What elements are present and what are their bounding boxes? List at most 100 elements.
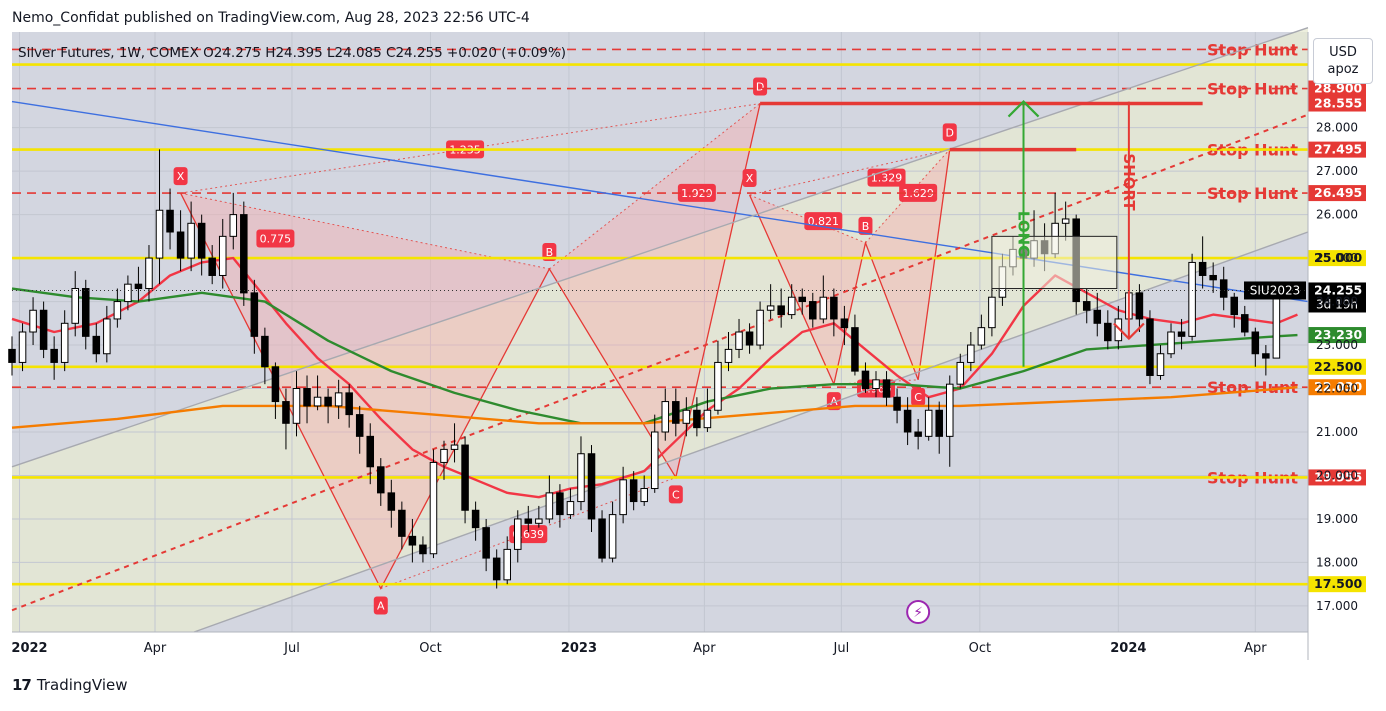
candle-body [155,209,164,259]
candle-body [1061,218,1070,224]
candle-body [482,527,490,559]
candle [682,397,691,437]
candle-body [1177,331,1186,337]
x-tick-label: Apr [1244,641,1267,656]
price-label-badge [1308,379,1366,396]
candle-body [208,257,216,276]
candle-body [766,305,775,311]
candle [503,536,511,585]
candle [598,510,606,563]
price-label-badge [1308,250,1366,267]
candle-body [492,557,501,581]
candle [471,501,480,541]
candle [450,423,459,463]
pattern-point-badge [373,596,388,615]
candle [1209,262,1217,293]
candle-body [914,431,922,437]
candle [777,288,785,328]
candle [967,332,975,372]
candle [545,475,554,524]
candle-body [577,453,585,503]
candle [872,371,880,398]
candle-body [103,318,111,355]
countdown-label: 3d 19h [1316,297,1358,311]
candle-body [714,361,722,411]
legend-l-label: L [327,45,335,61]
legend-c-value: 24.255 [395,45,447,61]
y-tick-label: 17.000 [1316,599,1358,613]
candle [830,288,838,337]
candle [608,501,617,563]
candle-body [682,409,691,424]
candle [1082,288,1091,324]
x-tick-label: 2022 [11,641,47,656]
symbol-tag-badge [1244,281,1306,300]
y-tick-label: 24.000 [1316,295,1358,309]
candle-body [735,331,743,350]
candle [1135,284,1144,332]
candle-body [513,518,522,550]
candle [303,375,311,424]
pattern-fill-bcd [865,149,950,380]
candle-body [650,431,659,490]
candle [1262,345,1270,376]
trend-line [193,231,1309,633]
candle [819,275,828,324]
candle-body [524,518,533,524]
legend-l-value: 24.085 [335,45,387,61]
candle-body [366,435,375,468]
candle [640,475,648,506]
ratio-badge [677,183,716,202]
candle-body [840,318,849,329]
pattern-point-label: B [862,220,870,233]
trend-line [11,26,1309,468]
candle-body [419,544,427,555]
candle-body [872,379,880,390]
candle-body [924,409,933,437]
pattern-point-badge [942,123,957,142]
candle-body [756,309,764,346]
pattern-point-label: B [546,246,554,259]
candle-body [777,305,785,316]
candle [197,214,206,276]
candle-body [324,396,332,407]
pattern-point-badge [668,485,683,504]
candle-body [1135,292,1144,320]
lightning-icon [906,600,931,624]
candle [419,536,427,563]
candle [1167,323,1175,359]
legend-symbol: Silver Futures, 1W, COMEX [18,45,203,61]
candle [513,510,522,563]
price-label-text: 17.500 [1314,576,1363,591]
candle [1104,310,1112,350]
pattern-point-label: X [746,172,754,185]
candle-body [1262,353,1270,359]
candle-body [988,296,996,329]
candle-body [1230,296,1239,316]
candle-body [303,388,311,407]
candle-body [819,296,828,320]
candle [1230,292,1239,328]
candle [535,505,543,528]
legend-change: +0.020 (+0.09%) [447,45,566,61]
candle-body [197,222,206,259]
candle-body [787,296,796,316]
candle [461,436,469,524]
pattern-point-label: X [177,170,185,183]
candle-body [1082,301,1091,311]
candle [492,549,501,589]
candle [861,362,870,393]
candle-body [535,518,543,524]
tradingview-logo[interactable]: 17 TradingView [12,676,128,694]
x-tick-label: Apr [144,641,167,656]
candle [387,479,396,528]
candle [650,414,659,493]
currency-button[interactable]: USD apoz [1313,38,1373,84]
price-label-badge [1308,327,1366,344]
candle-body [240,214,248,294]
candle-body [882,379,891,398]
candle [355,405,364,454]
currency-sublabel: apoz [1327,62,1359,77]
